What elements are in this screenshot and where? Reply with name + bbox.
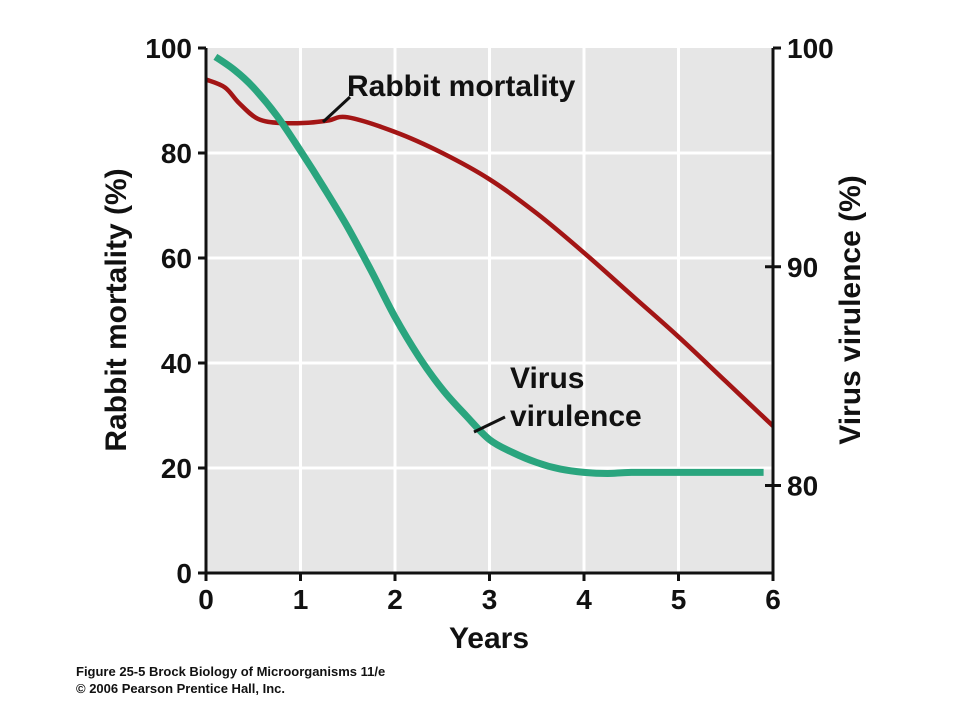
virus-virulence-annotation-line2: virulence	[510, 400, 642, 433]
x-tick-label: 2	[387, 584, 403, 615]
rabbit-mortality-annotation: Rabbit mortality	[347, 70, 576, 103]
y-tick-label-left: 0	[176, 558, 192, 589]
series-layer	[205, 53, 775, 477]
y-tick-label-left: 100	[145, 33, 192, 64]
x-tick-label: 4	[576, 584, 592, 615]
y-tick-label-left: 60	[161, 243, 192, 274]
y-axis-title-right: Virus virulence (%)	[834, 175, 867, 445]
y-axis-title-left: Rabbit mortality (%)	[100, 168, 133, 451]
x-tick-label: 5	[671, 584, 687, 615]
x-tick-label: 0	[198, 584, 214, 615]
figure-caption-line2: © 2006 Pearson Prentice Hall, Inc.	[76, 681, 286, 696]
y-tick-label-left: 80	[161, 138, 192, 169]
y-tick-label-left: 20	[161, 453, 192, 484]
rabbit-mortality-leader	[321, 95, 352, 124]
figure-caption-line1: Figure 25-5 Brock Biology of Microorgani…	[76, 664, 386, 679]
y-tick-label-left: 40	[161, 348, 192, 379]
rabbit-mortality-line	[205, 77, 775, 428]
x-axis-title: Years	[449, 622, 529, 655]
y-tick-label-right: 80	[787, 471, 818, 502]
y-tick-label-right: 100	[787, 33, 834, 64]
x-tick-label: 1	[293, 584, 309, 615]
x-tick-label: 6	[765, 584, 781, 615]
x-tick-label: 3	[482, 584, 498, 615]
virus-virulence-leader	[473, 415, 506, 434]
virus-virulence-line	[213, 53, 764, 477]
y-tick-label-right: 90	[787, 252, 818, 283]
virus-virulence-annotation-line1: Virus	[510, 362, 585, 395]
